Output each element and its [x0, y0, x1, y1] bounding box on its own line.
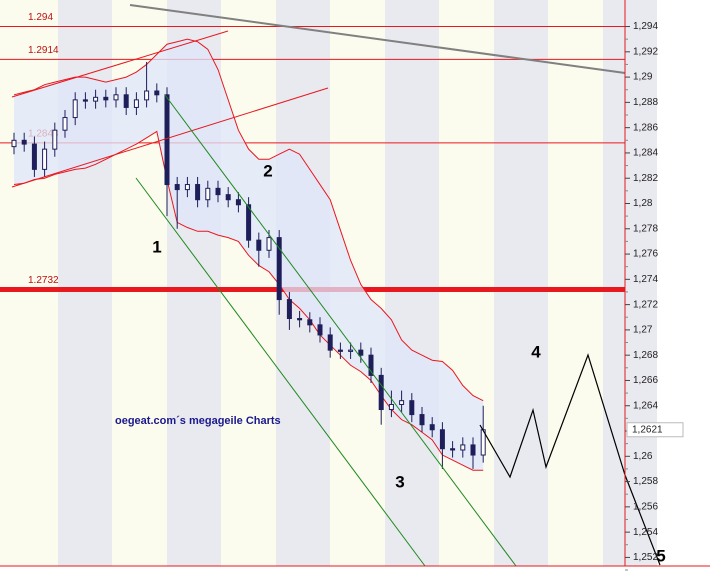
candle-body: [154, 90, 160, 96]
candle-body: [327, 334, 333, 351]
candle-body: [286, 299, 292, 320]
candle-body: [337, 349, 343, 352]
candle-body: [378, 374, 384, 411]
annotation: 5: [656, 546, 665, 565]
candle-body: [21, 139, 27, 145]
candle-body: [256, 239, 262, 251]
candle-body: [72, 99, 78, 119]
candle-body: [368, 354, 374, 376]
y-tick-label: 1,274: [633, 274, 658, 285]
y-tick-label: 1,28: [633, 198, 653, 209]
stripe: [603, 0, 657, 566]
candle-body: [276, 237, 282, 301]
candle-body: [470, 444, 476, 456]
level-label: 1.294: [28, 12, 53, 23]
candle-body: [388, 403, 394, 411]
candle-body: [133, 99, 139, 108]
candle-body: [113, 94, 119, 101]
candle-body: [123, 94, 129, 108]
candle-body: [144, 90, 150, 101]
level-label: 1.2914: [28, 45, 59, 56]
y-tick-label: 1,266: [633, 375, 658, 386]
trend-line: [129, 4, 626, 74]
y-tick-label: 1,258: [633, 476, 658, 487]
y-tick-label: 1,288: [633, 97, 658, 108]
annotation: 2: [263, 161, 272, 180]
stripe: [494, 0, 548, 566]
y-tick-label: 1,294: [633, 21, 658, 32]
candle-body: [399, 400, 405, 405]
channel-line: [164, 94, 517, 567]
candle-body: [348, 349, 354, 352]
price-tag: [626, 422, 684, 438]
bollinger-band: [13, 38, 484, 402]
candle-body: [93, 96, 99, 102]
level-label: 1.2732: [28, 275, 59, 286]
candle-body: [164, 94, 170, 186]
candle-body: [205, 187, 211, 201]
y-tick-label: 1,252: [633, 552, 658, 563]
candle-body: [450, 448, 456, 451]
candle-body: [246, 204, 252, 241]
y-tick-label: 1,29: [633, 72, 653, 83]
candle-body: [409, 400, 415, 416]
bollinger-band: [13, 130, 484, 471]
y-tick-label: 1,254: [633, 527, 658, 538]
y-tick-label: 1,272: [633, 299, 658, 310]
candle-body: [174, 184, 180, 191]
candle-body: [11, 139, 17, 148]
annotation: 4: [531, 342, 541, 361]
candle-body: [42, 148, 48, 170]
candle-body: [31, 143, 37, 170]
candle-body: [419, 414, 425, 426]
candle-body: [103, 96, 109, 101]
candle-body: [82, 99, 88, 102]
stripe: [385, 0, 439, 566]
y-tick-label: 1,256: [633, 501, 658, 512]
candle-body: [460, 444, 466, 451]
y-tick-label: 1,268: [633, 350, 658, 361]
candle-body: [235, 199, 241, 206]
channel-line: [135, 177, 426, 567]
y-tick-label: 1,264: [633, 400, 658, 411]
y-tick-label: 1,26: [633, 451, 653, 462]
candle-body: [429, 424, 435, 431]
candle-body: [307, 319, 313, 326]
candle-body: [317, 324, 323, 336]
y-tick-label: 1,292: [633, 46, 658, 57]
candle-body: [52, 129, 58, 150]
candle-body: [184, 184, 190, 191]
candle-body: [195, 184, 201, 201]
y-tick-label: 1,276: [633, 249, 658, 260]
y-tick-label: 1,27: [633, 325, 653, 336]
y-tick-label: 1,286: [633, 122, 658, 133]
channel-line: [11, 87, 329, 188]
candle-body: [358, 349, 364, 356]
channel-line: [11, 30, 229, 98]
annotation: 1: [152, 237, 161, 256]
watermark: oegeat.com´s megageile Charts: [115, 415, 281, 427]
candle-body: [297, 318, 303, 321]
candle-body: [439, 429, 445, 450]
y-tick-label: 1,278: [633, 223, 658, 234]
candle-body: [62, 117, 68, 131]
candle-body: [215, 187, 221, 196]
annotation: 3: [395, 472, 404, 491]
price-tag-label: 1,2621: [632, 424, 663, 435]
y-tick-label: 1,284: [633, 148, 658, 159]
candle-body: [266, 237, 272, 251]
y-tick-label: 1,282: [633, 173, 658, 184]
candle-body: [225, 194, 231, 201]
